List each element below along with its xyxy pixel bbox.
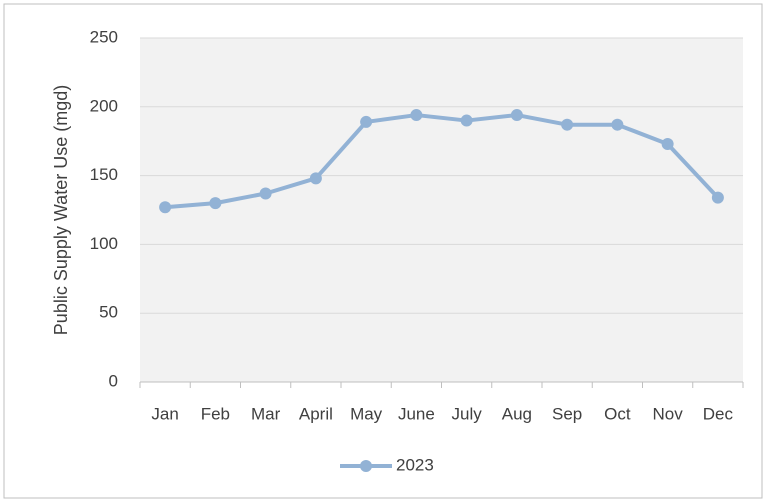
point (460, 114, 473, 127)
x-tick-label: June (398, 404, 435, 423)
y-tick-label: 0 (109, 371, 118, 390)
point (209, 197, 222, 210)
series-line (164, 113, 720, 210)
y-tick-label: 100 (90, 234, 118, 253)
y-tick-label: 250 (90, 27, 118, 46)
point (510, 109, 523, 122)
y-tick-label: 200 (90, 96, 118, 115)
legend-label: 2023 (396, 455, 434, 474)
x-tick-label: Feb (201, 404, 230, 423)
x-tick-label: Oct (604, 404, 631, 423)
point (259, 187, 272, 200)
x-tick-label: Aug (502, 404, 532, 423)
point (561, 118, 574, 131)
plot-area (140, 38, 743, 382)
point (159, 201, 172, 214)
x-tick-label: Jan (151, 404, 178, 423)
y-tick-label: 50 (99, 303, 118, 322)
point (309, 172, 322, 185)
y-axis-label: Public Supply Water Use (mgd) (51, 85, 71, 335)
y-tick-label: 150 (90, 165, 118, 184)
x-tick-label: July (452, 404, 483, 423)
point (360, 115, 373, 128)
legend-marker (360, 460, 372, 472)
point (410, 109, 423, 122)
x-tick-label: May (350, 404, 383, 423)
x-tick-label: Nov (653, 404, 684, 423)
point (711, 191, 724, 204)
point (661, 137, 674, 150)
point (611, 118, 624, 131)
x-tick-label: Dec (703, 404, 734, 423)
x-tick-label: April (299, 404, 333, 423)
x-tick-label: Mar (251, 404, 281, 423)
x-tick-label: Sep (552, 404, 582, 423)
